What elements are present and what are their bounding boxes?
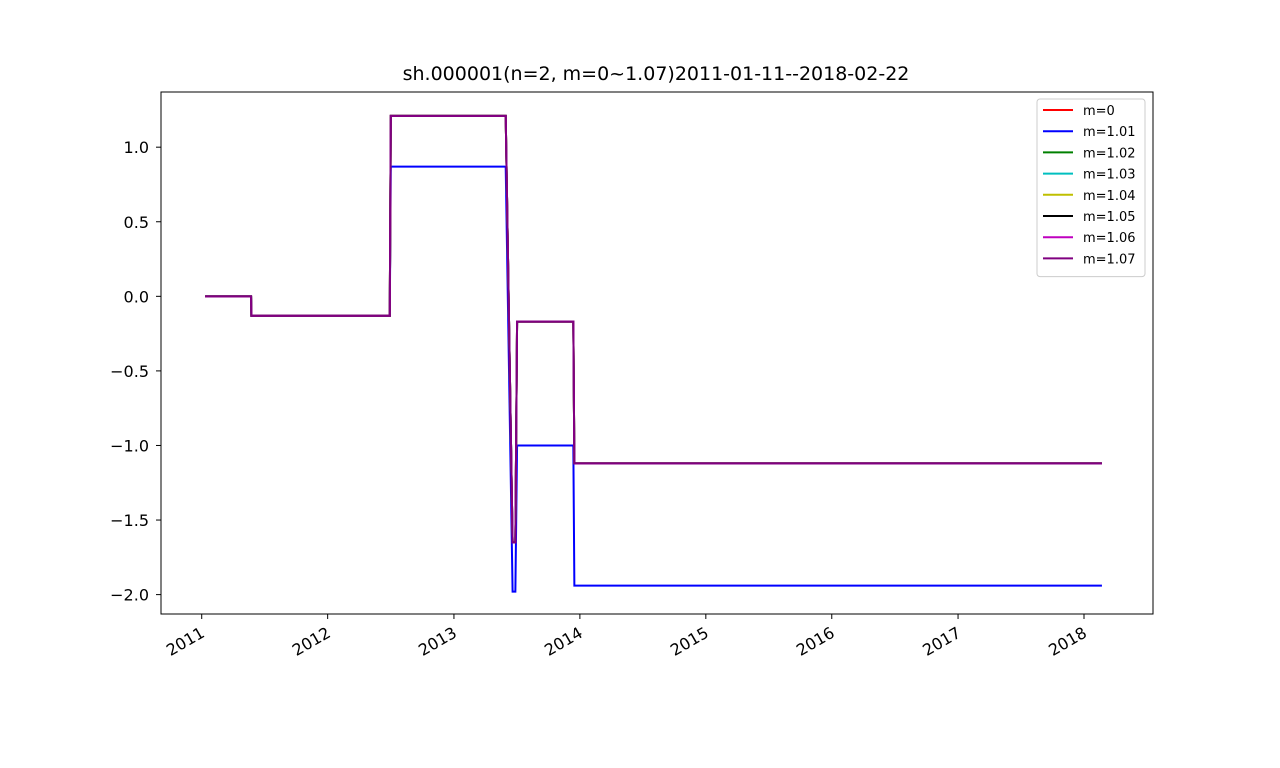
series-line-2: [205, 114, 1102, 544]
x-tick-label-4: 2015: [667, 623, 712, 660]
legend-label-1: m=1.01: [1083, 125, 1136, 140]
y-axis: 1.0 0.5 0.0 −0.5 −1.0 −1.5 −2.0: [110, 138, 161, 605]
y-tick-label-0: 1.0: [124, 138, 149, 157]
legend-label-7: m=1.07: [1083, 252, 1136, 267]
series-line-1: [205, 165, 1102, 593]
legend-label-6: m=1.06: [1083, 231, 1136, 246]
chart-title: sh.000001(n=2, m=0~1.07)2011-01-11--2018…: [403, 63, 910, 85]
y-tick-label-3: −0.5: [110, 362, 149, 381]
x-tick-label-5: 2016: [793, 623, 838, 660]
y-tick-label-4: −1.0: [110, 436, 149, 455]
legend-box: [1036, 98, 1146, 278]
series-line-5: [205, 114, 1102, 544]
x-tick-label-2: 2013: [415, 623, 460, 660]
x-tick-label-1: 2012: [289, 623, 334, 660]
series-line-4: [205, 114, 1102, 544]
x-tick-label-3: 2014: [541, 623, 586, 660]
series-line-7: [205, 114, 1102, 544]
series-line-0: [205, 114, 1102, 544]
legend-label-5: m=1.05: [1083, 210, 1136, 225]
y-tick-label-2: 0.0: [124, 287, 149, 306]
y-tick-label-6: −2.0: [110, 586, 149, 605]
series-line-6: [205, 114, 1102, 544]
plot-frame: [160, 91, 1154, 615]
y-tick-label-1: 0.5: [124, 213, 149, 232]
legend-label-4: m=1.04: [1083, 189, 1136, 204]
series-line-3: [205, 114, 1102, 544]
x-tick-label-0: 2011: [163, 623, 208, 660]
plot-lines: [205, 114, 1102, 593]
legend-label-0: m=0: [1083, 104, 1115, 119]
x-axis: 2011 2012 2013 2014 2015 2016 2017 2018: [163, 614, 1090, 660]
legend-label-2: m=1.02: [1083, 146, 1136, 161]
x-tick-label-7: 2018: [1045, 623, 1090, 660]
legend: m=0 m=1.01 m=1.02 m=1.03 m=1.04 m=1.05 m=1.06 m…: [1036, 98, 1146, 278]
x-tick-label-6: 2017: [919, 623, 964, 660]
y-tick-label-5: −1.5: [110, 511, 149, 530]
legend-label-3: m=1.03: [1083, 168, 1136, 183]
